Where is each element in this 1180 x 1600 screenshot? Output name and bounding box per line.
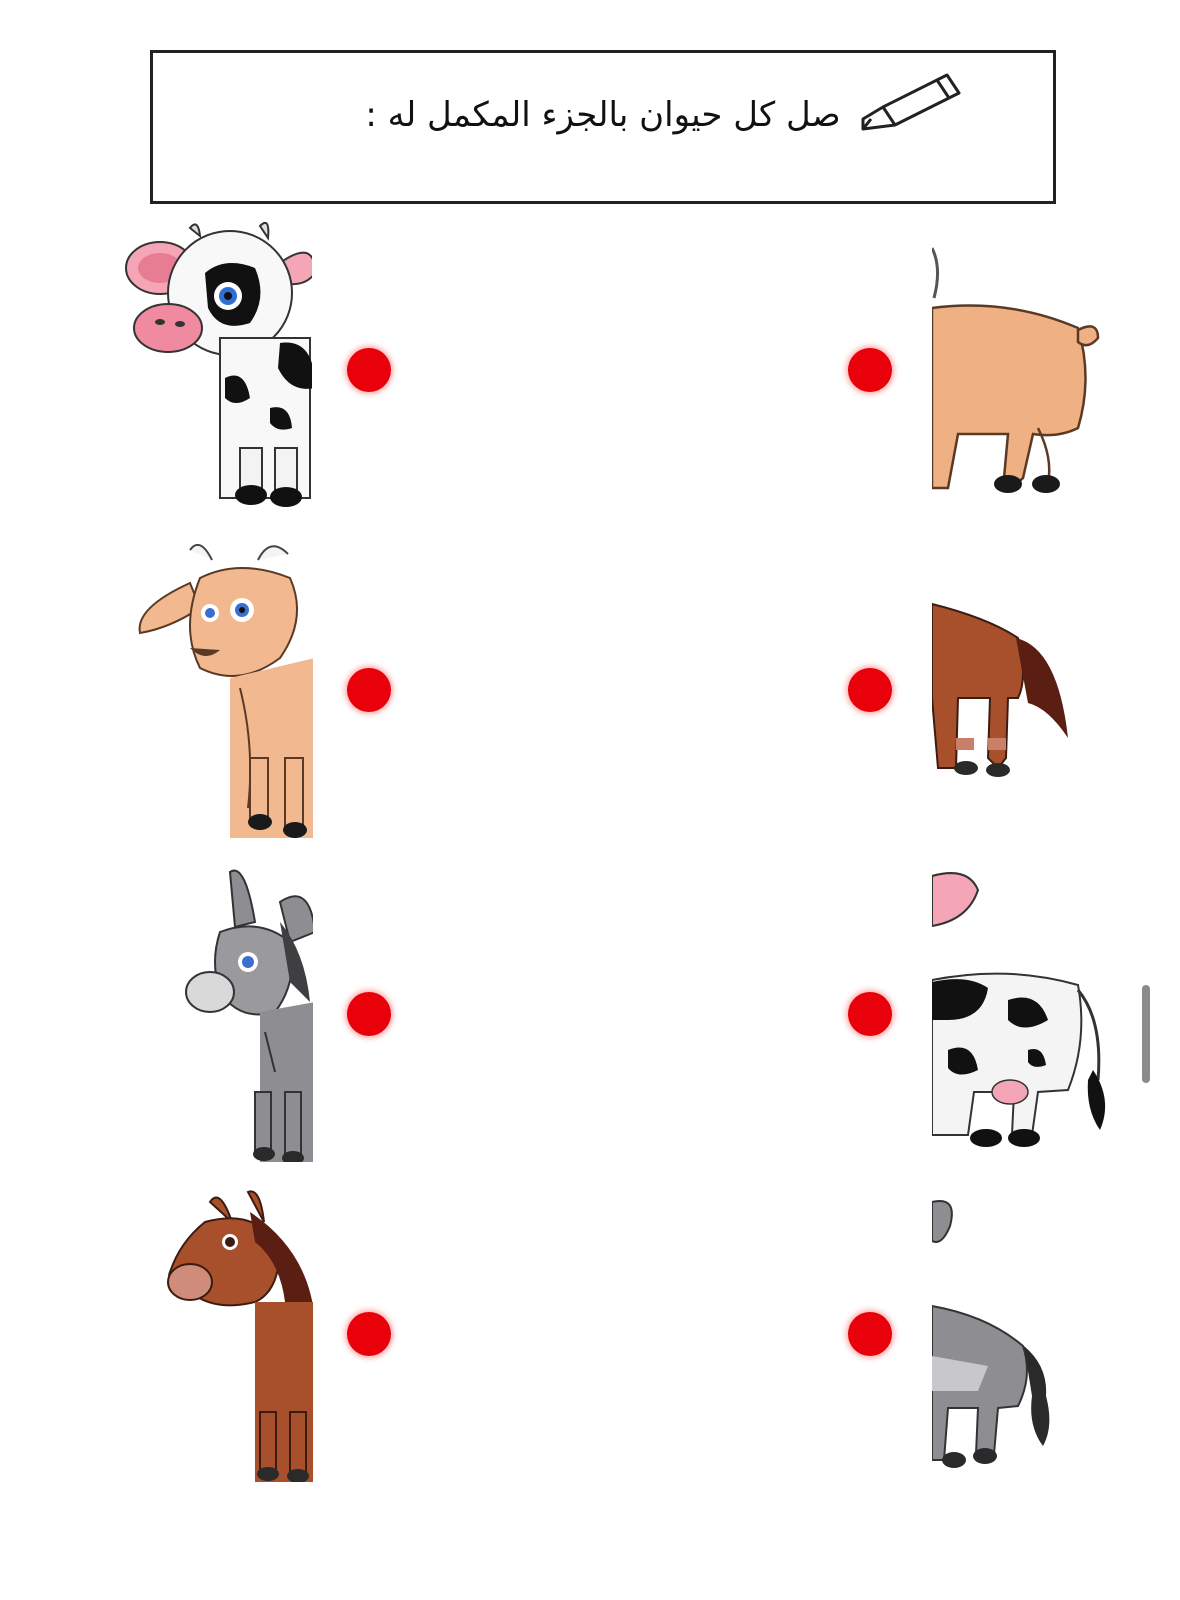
left-dot-2[interactable]: [347, 668, 391, 712]
goat-head-image[interactable]: [130, 538, 320, 838]
horse-head-image[interactable]: [160, 1182, 320, 1482]
goat-rear-image[interactable]: [928, 238, 1118, 498]
left-dot-1[interactable]: [347, 348, 391, 392]
horse-rear-image[interactable]: [928, 598, 1088, 788]
donkey-rear-image[interactable]: [928, 1196, 1068, 1476]
left-dot-3[interactable]: [347, 992, 391, 1036]
right-dot-1[interactable]: [848, 348, 892, 392]
scrollbar-thumb[interactable]: [1142, 985, 1150, 1083]
right-dot-3[interactable]: [848, 992, 892, 1036]
match-row-2: [0, 538, 1180, 838]
right-dot-4[interactable]: [848, 1312, 892, 1356]
cow-head-image[interactable]: [120, 218, 320, 518]
right-dot-2[interactable]: [848, 668, 892, 712]
match-row-4: [0, 1182, 1180, 1482]
pencil-icon: [861, 73, 961, 131]
instruction-text: صل كل حيوان بالجزء المكمل له :: [365, 95, 841, 135]
match-row-1: [0, 218, 1180, 518]
donkey-head-image[interactable]: [180, 862, 320, 1162]
cow-rear-image[interactable]: [928, 870, 1118, 1160]
match-row-3: [0, 862, 1180, 1162]
left-dot-4[interactable]: [347, 1312, 391, 1356]
instruction-box: صل كل حيوان بالجزء المكمل له :: [150, 50, 1056, 204]
